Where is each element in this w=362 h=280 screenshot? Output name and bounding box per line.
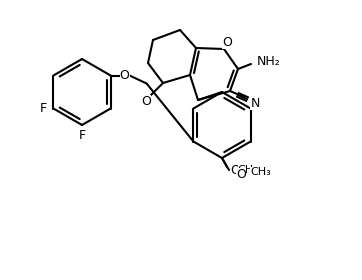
- Text: CH₃: CH₃: [250, 167, 271, 177]
- Text: O: O: [120, 69, 130, 82]
- Text: NH₂: NH₂: [257, 55, 281, 67]
- Text: O: O: [222, 36, 232, 48]
- Text: F: F: [40, 102, 47, 115]
- Text: F: F: [79, 129, 85, 141]
- Text: N: N: [250, 97, 260, 109]
- Text: O: O: [230, 164, 240, 176]
- Text: O: O: [236, 167, 246, 181]
- Text: O: O: [141, 95, 151, 108]
- Text: CH₃: CH₃: [237, 165, 258, 175]
